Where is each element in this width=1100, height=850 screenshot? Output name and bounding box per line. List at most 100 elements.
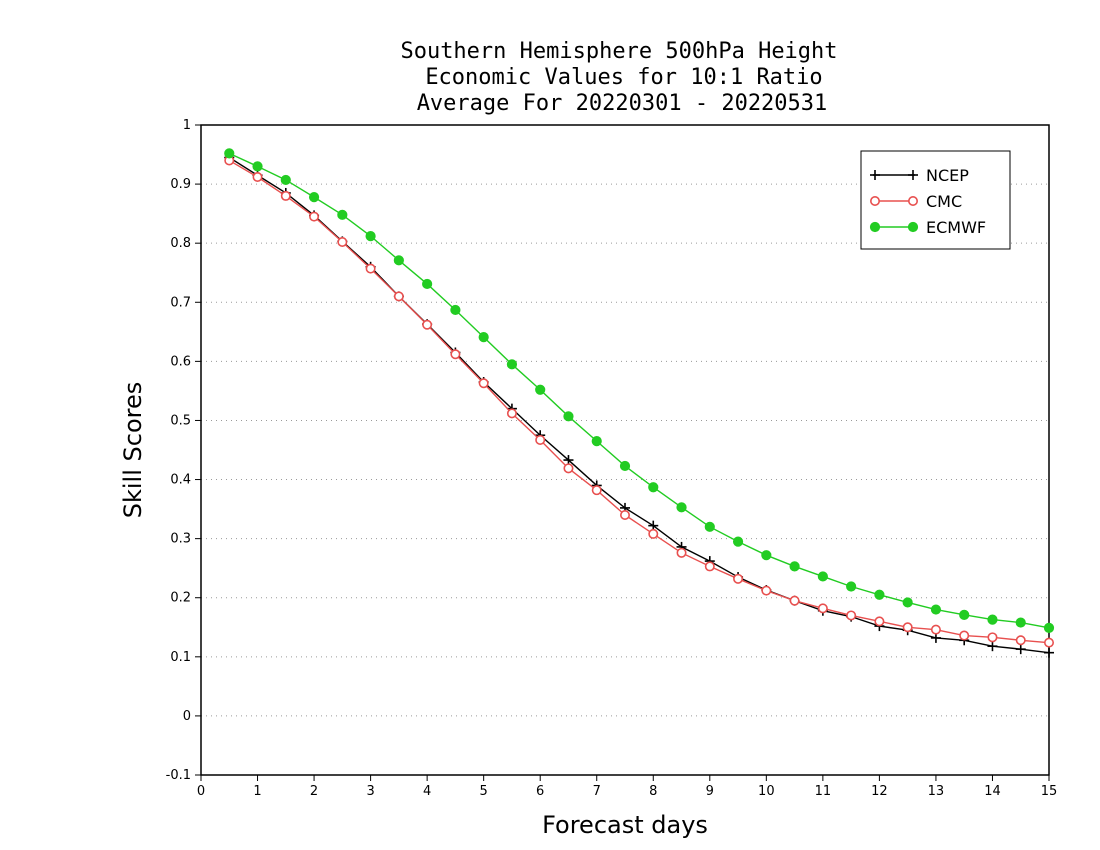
legend-label: NCEP xyxy=(926,166,969,185)
series-ecmwf xyxy=(224,148,1055,633)
data-point xyxy=(563,463,574,474)
data-point xyxy=(337,237,348,248)
x-tick-label: 10 xyxy=(758,784,775,799)
x-axis: 0 1 2 3 4 5 6 7 8 9 10 11 12 13 14 15 xyxy=(197,775,1057,799)
legend-item-ecmwf: ECMWF xyxy=(869,218,986,237)
y-tick-label: 0.9 xyxy=(170,177,191,192)
data-point xyxy=(393,255,404,266)
data-point xyxy=(1044,637,1055,648)
x-tick-label: 6 xyxy=(536,784,544,799)
data-point xyxy=(874,616,885,627)
x-tick-label: 12 xyxy=(871,784,888,799)
data-point xyxy=(902,597,913,608)
data-point xyxy=(987,614,998,625)
data-point xyxy=(506,359,518,370)
data-point xyxy=(648,528,659,539)
plot-frame xyxy=(200,124,1050,776)
data-point xyxy=(308,191,320,203)
data-point xyxy=(930,604,942,615)
data-point xyxy=(591,485,602,496)
x-tick-label: 7 xyxy=(593,784,601,799)
y-axis-title: Skill Scores xyxy=(119,382,147,519)
x-tick-label: 13 xyxy=(928,784,945,799)
data-point xyxy=(563,411,574,422)
y-tick-label: 0.3 xyxy=(170,532,191,547)
data-point xyxy=(450,349,461,360)
legend-item-cmc: CMC xyxy=(869,192,962,211)
data-point xyxy=(1015,617,1026,628)
data-point xyxy=(817,571,828,582)
data-point xyxy=(874,589,885,600)
y-tick-label: 0.1 xyxy=(170,650,191,665)
x-tick-label: 0 xyxy=(197,784,205,799)
data-point xyxy=(1015,635,1026,646)
y-tick-label: 1 xyxy=(183,118,191,133)
data-point xyxy=(907,221,919,233)
x-tick-label: 1 xyxy=(253,784,261,799)
title-line-1: Southern Hemisphere 500hPa Height xyxy=(400,39,837,64)
data-point xyxy=(761,550,772,561)
data-point xyxy=(959,630,970,641)
data-point xyxy=(704,521,715,532)
data-point xyxy=(704,561,715,572)
legend-label: CMC xyxy=(926,192,962,211)
x-tick-label: 4 xyxy=(423,784,431,799)
data-point xyxy=(224,148,235,159)
data-point xyxy=(907,196,918,207)
data-point xyxy=(478,332,489,343)
data-point xyxy=(365,230,376,242)
data-point xyxy=(676,547,687,558)
data-point xyxy=(422,319,433,330)
data-point xyxy=(648,482,659,493)
y-tick-label: 0.4 xyxy=(170,473,191,488)
series-cmc xyxy=(224,155,1055,648)
data-point xyxy=(365,263,376,274)
data-point xyxy=(337,209,348,220)
y-tick-label: 0.2 xyxy=(170,591,191,606)
data-point xyxy=(591,436,602,447)
y-tick-label: 0 xyxy=(183,709,191,724)
y-axis: -0.1 0 0.1 0.2 0.3 0.4 0.5 0.6 0.7 0.8 0.9 1 xyxy=(166,118,201,783)
data-point xyxy=(535,384,546,395)
y-tick-label: 0.8 xyxy=(170,236,191,251)
x-tick-label: 8 xyxy=(649,784,657,799)
data-point xyxy=(393,291,404,302)
data-point xyxy=(535,434,546,445)
series-line xyxy=(228,156,1050,654)
data-point xyxy=(506,408,517,419)
data-point xyxy=(789,561,800,572)
data-point xyxy=(1043,622,1055,633)
x-tick-label: 2 xyxy=(310,784,318,799)
x-axis-title: Forecast days xyxy=(542,811,708,839)
data-point xyxy=(869,221,881,233)
title-line-2: Economic Values for 10:1 Ratio xyxy=(425,65,822,90)
plot-area xyxy=(224,148,1055,658)
data-point xyxy=(280,174,291,186)
y-tick-label: -0.1 xyxy=(166,768,191,783)
y-tick-label: 0.6 xyxy=(170,354,191,369)
data-point xyxy=(676,502,687,513)
data-point xyxy=(450,304,461,316)
data-point xyxy=(902,622,913,633)
gridlines xyxy=(201,183,1049,717)
data-point xyxy=(309,211,320,222)
data-point xyxy=(817,603,828,614)
x-tick-label: 14 xyxy=(984,784,1001,799)
legend: NCEP CMC ECMWF xyxy=(860,150,1011,250)
x-tick-label: 9 xyxy=(706,784,714,799)
data-point xyxy=(280,190,291,201)
data-point xyxy=(733,573,744,584)
data-point xyxy=(959,609,970,620)
data-point xyxy=(846,581,857,592)
data-point xyxy=(619,509,630,520)
x-tick-label: 11 xyxy=(815,784,832,799)
data-point xyxy=(869,196,880,207)
y-tick-label: 0.7 xyxy=(170,295,191,310)
legend-item-ncep: NCEP xyxy=(870,166,969,185)
title-line-3: Average For 20220301 - 20220531 xyxy=(417,91,828,116)
data-point xyxy=(761,585,772,596)
legend-label: ECMWF xyxy=(926,218,986,237)
data-point xyxy=(930,624,941,635)
data-point xyxy=(422,278,433,290)
